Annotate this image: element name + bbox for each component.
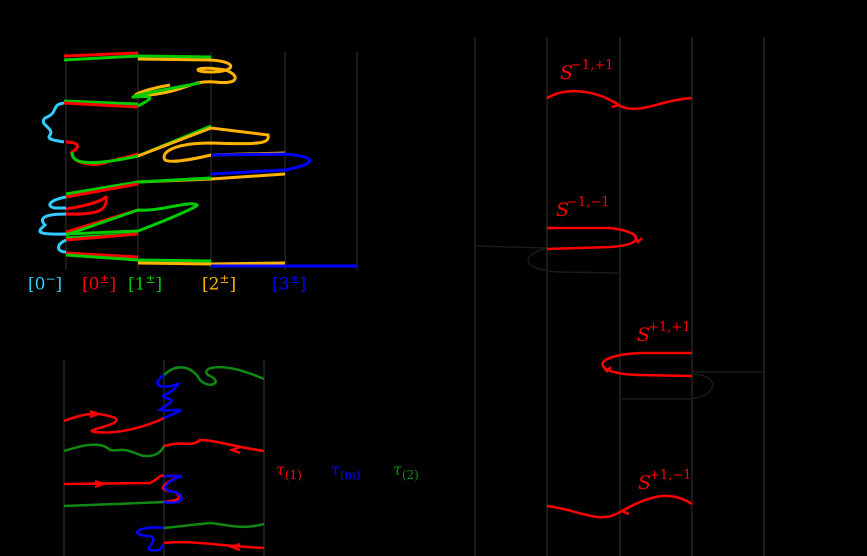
panel-c-black-curves	[474, 245, 764, 400]
legend-1-pm: [1±]	[128, 272, 163, 295]
legend-0-pm: [0±]	[82, 272, 117, 295]
tau-m-label: τ(m)	[331, 460, 361, 483]
panel-b-curves	[63, 365, 265, 552]
legend-3-pm: [3±]	[272, 272, 307, 295]
panel-b-vertical-lines	[63, 360, 265, 556]
s-minus1-minus1-label: S−1,−1	[556, 195, 610, 221]
s-minus1-plus1-label: S−1,+1	[560, 58, 614, 84]
legend-0-minus: [0−]	[28, 272, 63, 295]
panel-c-vertical-lines	[474, 37, 765, 556]
tau-2-label: τ(2)	[393, 460, 419, 483]
panel-a-curves	[38, 51, 357, 268]
s-plus1-plus1-label: S+1,+1	[637, 320, 691, 346]
s-plus1-minus1-label: S+1,−1	[638, 468, 692, 494]
legend-2-pm: [2±]	[202, 272, 237, 295]
panel-c-red-curves	[546, 89, 693, 519]
tau-1-label: τ(1)	[276, 460, 302, 483]
